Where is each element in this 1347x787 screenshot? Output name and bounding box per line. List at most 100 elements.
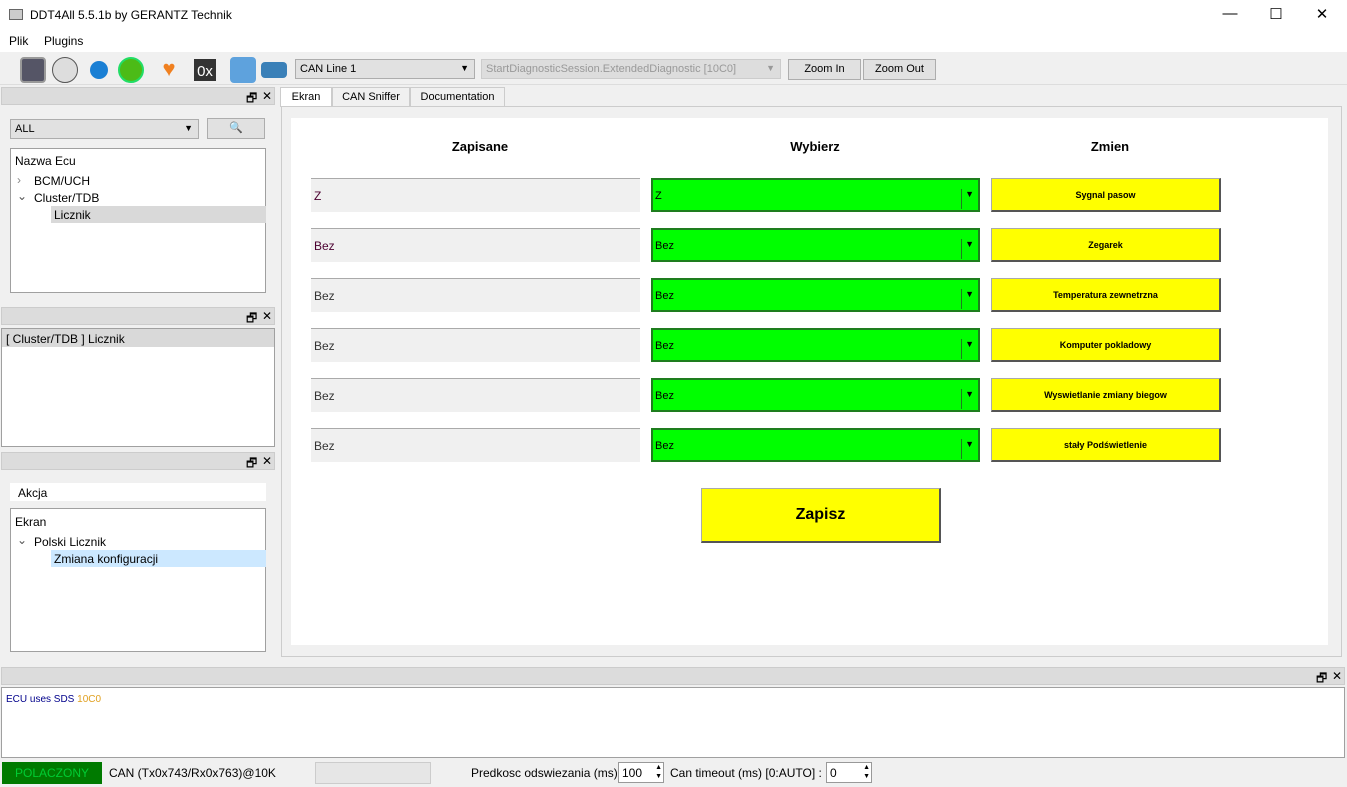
search-ecu-button[interactable]: 🔍 xyxy=(207,118,265,139)
chevron-down-icon[interactable]: ⌄ xyxy=(17,189,28,203)
chevron-down-icon: ▼ xyxy=(961,289,974,309)
ecu-dock-header: 🗗 ✕ xyxy=(1,87,275,105)
change-button[interactable]: Komputer pokladowy xyxy=(991,328,1221,362)
tree-item-ekran[interactable]: Ekran xyxy=(15,515,47,529)
choice-value: Bez xyxy=(655,390,674,402)
chevron-down-icon: ▼ xyxy=(184,123,193,133)
choice-value: Bez xyxy=(655,340,674,352)
tab-can-sniffer[interactable]: CAN Sniffer xyxy=(332,87,410,107)
header-zapisane: Zapisane xyxy=(451,139,509,154)
refresh-spinbox[interactable]: 100 ▲ ▼ xyxy=(618,762,664,783)
float-icon[interactable]: 🗗 xyxy=(246,311,258,325)
timeout-label: Can timeout (ms) [0:AUTO] : xyxy=(670,766,822,780)
close-icon[interactable]: ✕ xyxy=(262,309,273,323)
tree-item-bcm[interactable]: BCM/UCH xyxy=(34,174,90,188)
tree-item-cluster[interactable]: Cluster/TDB xyxy=(34,191,100,205)
menu-plugins[interactable]: Plugins xyxy=(44,34,84,48)
menu-plik[interactable]: Plik xyxy=(9,34,29,48)
save-button[interactable]: Zapisz xyxy=(701,488,941,543)
ecu-tree: Nazwa Ecu › BCM/UCH ⌄ Cluster/TDB Liczni… xyxy=(10,148,266,293)
choice-select[interactable]: Bez ▼ xyxy=(651,378,980,412)
settings-click-icon[interactable] xyxy=(230,57,256,83)
zoom-out-button[interactable]: Zoom Out xyxy=(863,59,936,80)
float-icon[interactable]: 🗗 xyxy=(1316,671,1328,685)
log-panel: ECU uses SDS 10C0 xyxy=(1,687,1345,758)
log-dock-header: 🗗 ✕ xyxy=(1,667,1345,685)
tree-item-licznik[interactable]: Licznik xyxy=(51,206,266,223)
progress-box xyxy=(315,762,431,784)
menu-bar: Plik Plugins xyxy=(0,30,1347,52)
chevron-down-icon: ▼ xyxy=(961,339,974,359)
session-select[interactable]: StartDiagnosticSession.ExtendedDiagnosti… xyxy=(481,59,781,79)
chevron-down-icon[interactable]: ⌄ xyxy=(17,533,28,547)
chevron-down-icon: ▼ xyxy=(460,63,469,73)
minimize-button[interactable]: — xyxy=(1222,5,1238,22)
heart-add-icon[interactable]: ♥ xyxy=(162,56,176,81)
refresh-icon[interactable] xyxy=(90,61,108,79)
choice-select[interactable]: Bez ▼ xyxy=(651,278,980,312)
saved-value-field: Bez xyxy=(311,228,640,262)
hex-icon[interactable]: 0x xyxy=(194,59,216,81)
choice-value: Bez xyxy=(655,240,674,252)
close-button[interactable]: ✕ xyxy=(1315,6,1329,23)
tree-header: Nazwa Ecu xyxy=(15,154,76,168)
close-icon[interactable]: ✕ xyxy=(1332,669,1343,683)
chevron-down-icon: ▼ xyxy=(961,389,974,409)
change-button[interactable]: Sygnal pasow xyxy=(991,178,1221,212)
log-code: 10C0 xyxy=(77,694,102,705)
choice-select[interactable]: Bez ▼ xyxy=(651,228,980,262)
list-item[interactable]: [ Cluster/TDB ] Licznik xyxy=(2,329,274,347)
saved-value-field: Bez xyxy=(311,278,640,312)
sniffer-icon[interactable] xyxy=(52,57,78,83)
ecu-filter-select[interactable]: ALL ▼ xyxy=(10,119,199,139)
tab-documentation[interactable]: Documentation xyxy=(410,87,505,107)
tree-item-zmiana-konfiguracji[interactable]: Zmiana konfiguracji xyxy=(51,550,266,567)
chevron-down-icon: ▼ xyxy=(766,63,775,73)
chevron-right-icon[interactable]: › xyxy=(17,173,21,187)
action-tree: Ekran ⌄ Polski Licznik Zmiana konfigurac… xyxy=(10,508,266,652)
can-line-select[interactable]: CAN Line 1 ▼ xyxy=(295,59,475,79)
change-button[interactable]: Temperatura zewnetrzna xyxy=(991,278,1221,312)
selected-ecu-list: [ Cluster/TDB ] Licznik xyxy=(1,328,275,447)
float-icon[interactable]: 🗗 xyxy=(246,456,258,470)
window-title: DDT4All 5.5.1b by GERANTZ Technik xyxy=(30,8,232,22)
timeout-value: 0 xyxy=(830,766,837,780)
choice-select[interactable]: Z ▼ xyxy=(651,178,980,212)
valve-icon[interactable] xyxy=(261,62,287,78)
spinner-arrows-icon[interactable]: ▲ ▼ xyxy=(655,764,662,780)
float-icon[interactable]: 🗗 xyxy=(246,91,258,105)
chevron-down-icon: ▼ xyxy=(961,439,974,459)
session-value: StartDiagnosticSession.ExtendedDiagnosti… xyxy=(486,63,737,75)
change-button[interactable]: stały Podświetlenie xyxy=(991,428,1221,462)
change-button[interactable]: Wyswietlanie zmiany biegow xyxy=(991,378,1221,412)
tree-item-polski-licznik[interactable]: Polski Licznik xyxy=(34,535,107,549)
timeout-spinbox[interactable]: 0 ▲ ▼ xyxy=(826,762,872,783)
change-button[interactable]: Zegarek xyxy=(991,228,1221,262)
saved-value-field: Bez xyxy=(311,328,640,362)
refresh-label: Predkosc odswiezania (ms) xyxy=(471,766,618,780)
app-icon xyxy=(9,9,23,20)
maximize-button[interactable]: ☐ xyxy=(1269,6,1283,23)
action-header: Akcja xyxy=(10,483,266,501)
saved-value-field: Bez xyxy=(311,378,640,412)
chevron-down-icon: ▼ xyxy=(961,239,974,259)
close-icon[interactable]: ✕ xyxy=(262,89,273,103)
tab-ekran[interactable]: Ekran xyxy=(280,87,332,107)
saved-value-field: Bez xyxy=(311,428,640,462)
choice-select[interactable]: Bez ▼ xyxy=(651,428,980,462)
ecu-filter-value: ALL xyxy=(15,123,35,135)
refresh-value: 100 xyxy=(622,766,643,780)
search-icon: 🔍 xyxy=(229,122,243,134)
reload-green-icon[interactable] xyxy=(118,57,144,83)
header-zmien: Zmien xyxy=(1090,139,1130,154)
zoom-in-button[interactable]: Zoom In xyxy=(788,59,861,80)
saved-value-field: Z xyxy=(311,178,640,212)
close-icon[interactable]: ✕ xyxy=(262,454,273,468)
spinner-arrows-icon[interactable]: ▲ ▼ xyxy=(863,764,870,780)
choice-value: Bez xyxy=(655,440,674,452)
header-wybierz: Wybierz xyxy=(790,139,840,154)
connection-status: POLACZONY xyxy=(2,762,102,784)
choice-value: Z xyxy=(655,190,662,202)
choice-select[interactable]: Bez ▼ xyxy=(651,328,980,362)
monitor-icon[interactable] xyxy=(20,57,46,83)
